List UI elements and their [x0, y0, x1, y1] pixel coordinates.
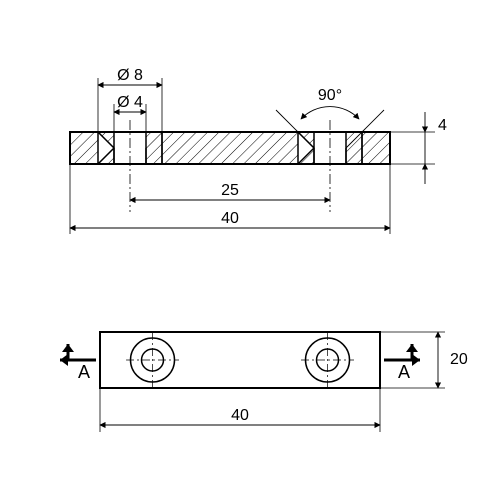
dim-dia4: Ø 4 [117, 94, 143, 111]
section-view: Ø 8 Ø 4 90° 4 25 40 [70, 67, 447, 234]
dim-thickness: 4 [438, 117, 447, 134]
dim-25: 25 [221, 182, 239, 199]
section-label-left: A [78, 362, 90, 382]
dim-angle90: 90° [318, 87, 342, 104]
dim-20: 20 [450, 351, 468, 368]
dim-40b: 40 [231, 407, 249, 424]
dim-40a: 40 [221, 210, 239, 227]
section-marker-right: A [384, 344, 420, 382]
drawing-canvas: Ø 8 Ø 4 90° 4 25 40 [0, 0, 500, 500]
section-label-right: A [398, 362, 410, 382]
top-view: A A 20 40 [60, 332, 468, 432]
dim-dia8: Ø 8 [117, 67, 143, 84]
section-marker-left: A [60, 344, 96, 382]
